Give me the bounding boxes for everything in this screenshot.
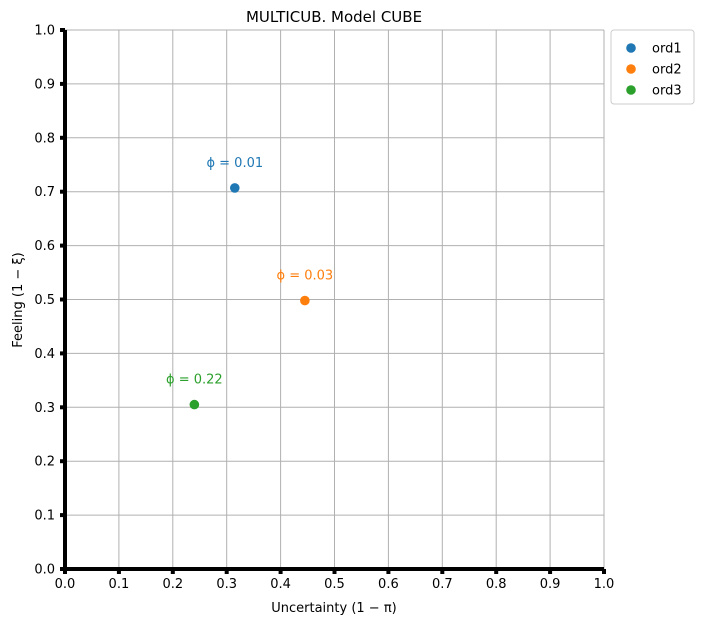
x-tick-label: 0.6: [378, 577, 399, 592]
x-tick-label: 0.0: [55, 577, 76, 592]
x-tick-label: 0.2: [162, 577, 183, 592]
y-tick-label: 0.8: [34, 131, 55, 146]
legend-label-ord3: ord3: [652, 84, 682, 99]
y-tick-label: 0.9: [34, 77, 55, 92]
x-tick-label: 0.7: [432, 577, 453, 592]
data-point-ord3: [189, 399, 200, 410]
y-tick-label: 0.7: [34, 185, 55, 200]
y-tick-label: 0.6: [34, 239, 55, 254]
x-tick-label: 0.1: [109, 577, 130, 592]
x-tick-label: 0.4: [270, 577, 291, 592]
y-tick-label: 0.4: [34, 347, 55, 362]
x-tick-label: 0.3: [216, 577, 237, 592]
annotation-ord3: ϕ = 0.22: [166, 373, 223, 388]
y-tick-label: 0.3: [34, 401, 55, 416]
legend: ord1 ord2 ord3: [610, 29, 695, 105]
legend-label-ord2: ord2: [652, 63, 682, 78]
legend-marker-ord2: [626, 64, 636, 74]
x-tick-label: 0.5: [324, 577, 345, 592]
y-axis-ticks: 0.0 0.1 0.2 0.3 0.4 0.5 0.6 0.7 0.8 0.9 1.0: [34, 24, 65, 578]
y-tick-label: 1.0: [34, 24, 55, 39]
x-tick-label: 1.0: [594, 577, 615, 592]
y-tick-label: 0.1: [34, 509, 55, 524]
x-tick-label: 0.9: [540, 577, 561, 592]
y-axis-title: Feeling (1 − ξ): [11, 252, 26, 347]
legend-marker-ord1: [626, 43, 636, 53]
y-tick-label: 0.0: [34, 563, 55, 578]
legend-label-ord1: ord1: [652, 42, 682, 57]
annotation-ord1: ϕ = 0.01: [206, 156, 263, 171]
data-point-ord2: [300, 295, 310, 306]
chart-title: MULTICUB. Model CUBE: [246, 8, 422, 26]
x-tick-label: 0.8: [486, 577, 507, 592]
y-tick-label: 0.5: [34, 293, 55, 308]
y-tick-label: 0.2: [34, 455, 55, 470]
x-axis-ticks: 0.0 0.1 0.2 0.3 0.4 0.5 0.6 0.7 0.8 0.9 1.0: [55, 569, 615, 592]
annotation-ord2: ϕ = 0.03: [277, 269, 334, 284]
x-axis-title: Uncertainty (1 − π): [271, 601, 396, 616]
data-points: [189, 183, 310, 410]
annotations: ϕ = 0.01 ϕ = 0.03 ϕ = 0.22: [166, 156, 333, 388]
data-point-ord1: [229, 183, 240, 193]
legend-marker-ord3: [626, 85, 636, 95]
